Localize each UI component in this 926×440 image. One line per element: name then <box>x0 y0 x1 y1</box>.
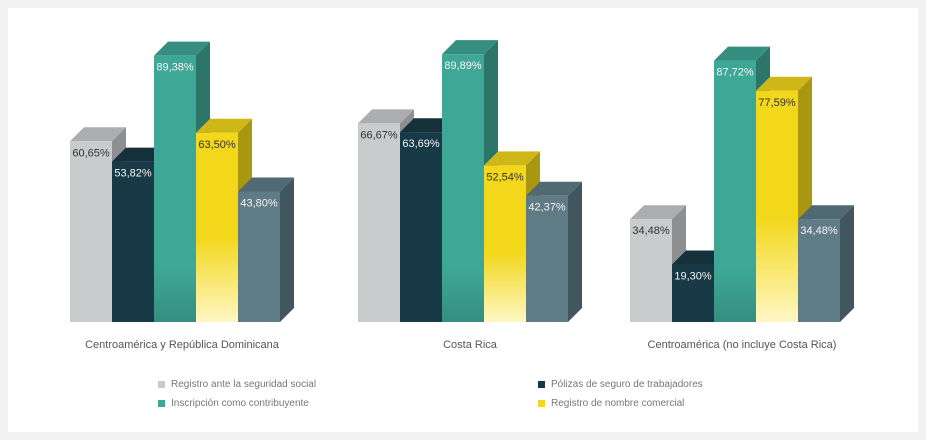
bar-front <box>154 55 196 323</box>
data-label: 53,82% <box>114 168 152 180</box>
bar-front <box>400 132 442 322</box>
bar-front <box>70 141 112 322</box>
bar-front <box>112 161 154 322</box>
chart-panel: 60,65% 53,82% 89,38% 63,50% 43,80% Centroamér… <box>8 8 918 432</box>
bar-top <box>442 40 498 55</box>
legend-swatch <box>538 381 545 388</box>
bar-2-4 <box>798 205 854 322</box>
bar-top <box>526 181 582 196</box>
legend-label: Registro de nombre comercial <box>551 398 685 409</box>
data-label: 60,65% <box>72 147 110 159</box>
bar-top <box>484 151 540 166</box>
bar-front <box>630 219 672 322</box>
bar-top <box>798 205 854 220</box>
bar-top <box>714 46 770 61</box>
data-label: 66,67% <box>360 129 398 141</box>
bar-top <box>238 177 294 192</box>
bar-front <box>484 165 526 322</box>
legend-item: Pólizas de seguro de trabajadores <box>538 379 703 390</box>
bar-top <box>70 127 126 142</box>
bar-front <box>442 54 484 322</box>
bar-front <box>196 132 238 322</box>
category-label: Centroamérica y República Dominicana <box>85 339 280 351</box>
bar-top <box>630 205 686 220</box>
data-label: 77,59% <box>758 97 796 109</box>
bar-front <box>672 264 714 322</box>
bar-side <box>568 181 582 322</box>
bar-side <box>840 205 854 322</box>
data-label: 63,50% <box>198 139 236 151</box>
bar-0-4 <box>238 177 294 322</box>
legend-swatch <box>158 381 165 388</box>
data-label: 52,54% <box>486 171 524 183</box>
category-label: Costa Rica <box>443 339 498 351</box>
bar-top <box>154 41 210 56</box>
data-label: 87,72% <box>716 67 754 79</box>
data-label: 34,48% <box>632 225 670 237</box>
legend-label: Inscripción como contribuyente <box>171 398 309 409</box>
data-label: 89,89% <box>444 60 482 72</box>
bar-front <box>358 123 400 323</box>
data-label: 42,37% <box>528 202 566 214</box>
bar-front <box>756 90 798 322</box>
data-label: 34,48% <box>800 225 838 237</box>
data-label: 63,69% <box>402 138 440 150</box>
bar-front <box>526 195 568 322</box>
bar-1-4 <box>526 181 582 322</box>
data-label: 89,38% <box>156 62 194 74</box>
data-label: 43,80% <box>240 197 278 209</box>
bar-front <box>238 191 280 322</box>
bar-top <box>756 76 812 91</box>
bar-front <box>714 60 756 323</box>
bar-top <box>358 109 414 124</box>
bar-top <box>196 118 252 133</box>
bar-front <box>798 219 840 322</box>
legend-item: Registro de nombre comercial <box>538 398 684 409</box>
legend-swatch <box>158 400 165 407</box>
data-label: 19,30% <box>674 270 712 282</box>
category-label: Centroamérica (no incluye Costa Rica) <box>648 339 837 351</box>
legend-item: Inscripción como contribuyente <box>158 398 309 409</box>
legend-swatch <box>538 400 545 407</box>
legend-item: Registro ante la seguridad social <box>158 379 316 390</box>
bar-chart: 60,65% 53,82% 89,38% 63,50% 43,80% Centroamér… <box>70 40 854 351</box>
legend-label: Registro ante la seguridad social <box>171 379 317 390</box>
bar-side <box>280 177 294 322</box>
legend-label: Pólizas de seguro de trabajadores <box>551 379 703 390</box>
